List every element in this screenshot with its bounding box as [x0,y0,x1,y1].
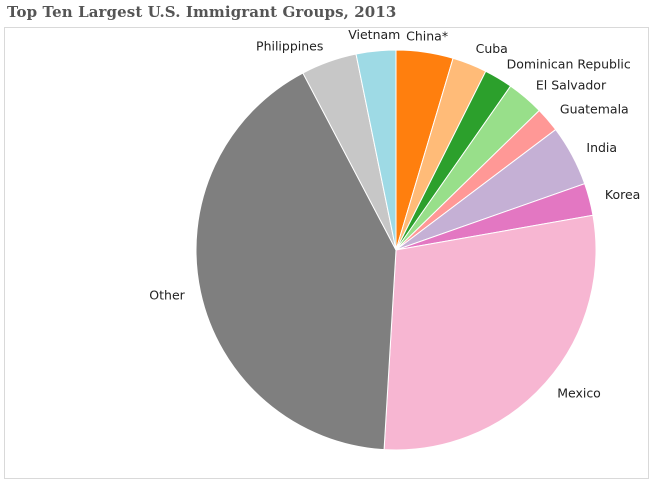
slice-label-other: Other [149,288,185,303]
slice-label-el-salvador: El Salvador [536,77,607,92]
slice-label-vietnam: Vietnam [348,27,400,42]
slice-label-mexico: Mexico [557,386,601,401]
slice-label-dominican-republic: Dominican Republic [507,57,631,72]
pie-slice-vietnam [355,49,397,251]
slice-label-china: China* [406,28,448,43]
slice-label-philippines: Philippines [256,39,323,54]
pie-slice-other [195,72,397,451]
slice-label-guatemala: Guatemala [560,101,629,116]
slice-label-cuba: Cuba [476,41,508,56]
chart-frame [4,27,649,479]
slice-label-india: India [586,140,617,155]
pie-slice-mexico [383,214,597,451]
slice-label-korea: Korea [605,187,640,202]
chart-title: Top Ten Largest U.S. Immigrant Groups, 2… [7,3,397,21]
